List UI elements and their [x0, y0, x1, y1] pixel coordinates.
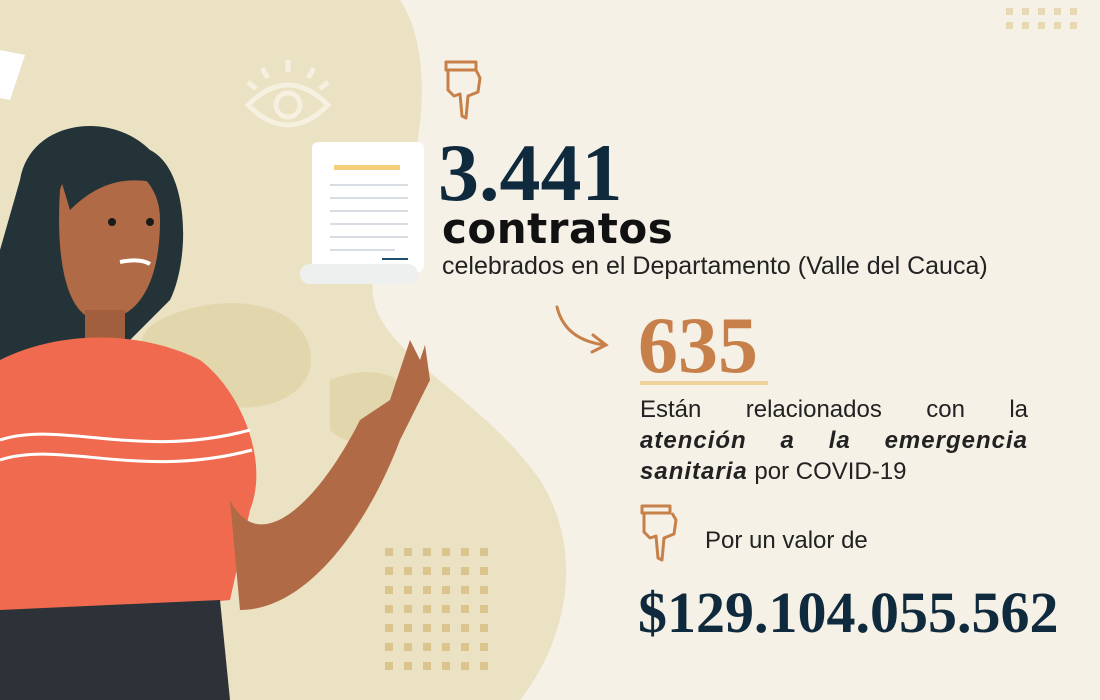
dot [423, 548, 431, 556]
document-scroll-icon [300, 142, 424, 284]
dot [385, 662, 393, 670]
dot [461, 567, 469, 575]
value-amount: $129.104.055.562 [638, 580, 1059, 645]
dot [461, 624, 469, 632]
dot [385, 586, 393, 594]
contracts-label: contratos [442, 204, 674, 253]
dot [442, 643, 450, 651]
description-text: Están relacionados con la [640, 396, 1028, 423]
count-underline [640, 381, 768, 385]
description-text-end: por COVID-19 [754, 458, 907, 485]
woman-illustration [0, 126, 430, 700]
dot [404, 586, 412, 594]
dot [480, 643, 488, 651]
contracts-count: 3.441 [438, 127, 623, 218]
dot [423, 624, 431, 632]
dot [423, 567, 431, 575]
dot [385, 624, 393, 632]
dot [385, 605, 393, 613]
curved-arrow-icon [555, 305, 609, 354]
description-emphasis: atención a la emergencia sanitaria [640, 427, 1028, 485]
dot [404, 567, 412, 575]
dot [442, 624, 450, 632]
pointing-hand-icon [640, 504, 678, 562]
dot [404, 624, 412, 632]
dot [461, 548, 469, 556]
dot [404, 643, 412, 651]
dot [480, 548, 488, 556]
dot [442, 605, 450, 613]
dot [480, 586, 488, 594]
dot [461, 605, 469, 613]
covid-contracts-count: 635 [638, 302, 758, 390]
dot [442, 586, 450, 594]
covid-description: Están relacionados con la atención a la … [640, 394, 1028, 487]
dot [461, 643, 469, 651]
dot [442, 567, 450, 575]
dot [404, 662, 412, 670]
dot [480, 624, 488, 632]
dot [385, 567, 393, 575]
dot [480, 605, 488, 613]
dot-pattern-bottom [385, 548, 488, 670]
contracts-subtitle: celebrados en el Departamento (Valle del… [442, 252, 988, 280]
eye-icon [244, 60, 332, 128]
dot [442, 662, 450, 670]
dot [423, 662, 431, 670]
dot [385, 548, 393, 556]
dot [404, 548, 412, 556]
dot-pattern-top [1006, 8, 1077, 29]
dot [480, 567, 488, 575]
dot [480, 662, 488, 670]
dot [423, 643, 431, 651]
pointing-hand-icon [444, 60, 482, 120]
dot [385, 643, 393, 651]
dot [404, 605, 412, 613]
value-label: Por un valor de [705, 527, 868, 554]
dot [461, 662, 469, 670]
dot [423, 605, 431, 613]
dot [442, 548, 450, 556]
dot [461, 586, 469, 594]
dot [423, 586, 431, 594]
